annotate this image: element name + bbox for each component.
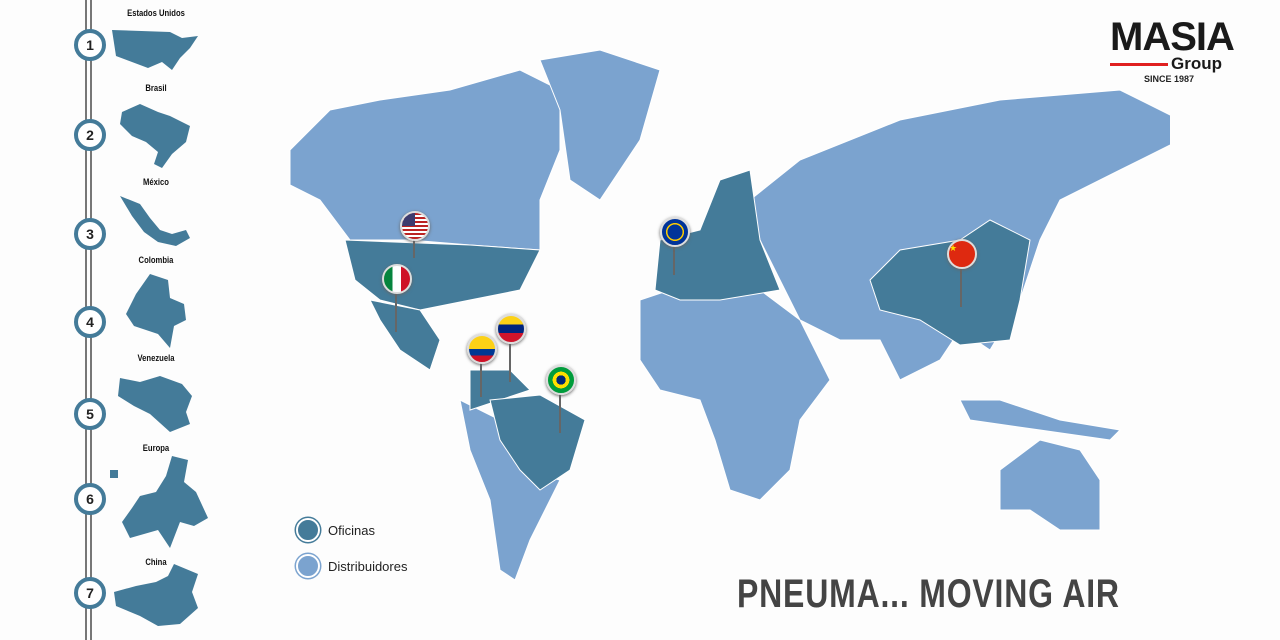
- colombia-flag-pin[interactable]: [467, 334, 497, 364]
- label-china: China: [145, 557, 167, 567]
- legend-oficinas: Oficinas: [296, 518, 375, 542]
- usa-flag-pin[interactable]: [400, 211, 430, 241]
- tagline: PNEUMA... MOVING AIR: [737, 572, 1120, 616]
- step-7: 7: [74, 577, 106, 609]
- china-flag-pin[interactable]: ★: [947, 239, 977, 269]
- logo-since: SINCE 1987: [1144, 74, 1195, 84]
- label-brasil: Brasil: [145, 83, 167, 93]
- label-mexico: México: [143, 177, 169, 187]
- venezuela-flag-pin[interactable]: [496, 314, 526, 344]
- colombia-shape: [126, 274, 186, 348]
- world-map: [289, 49, 1170, 581]
- logo-name: MASIA: [1110, 15, 1235, 59]
- oficinas-label: Oficinas: [328, 522, 375, 538]
- colombia-venezuela-office: [469, 369, 531, 411]
- masia-logo: MASIA Group SINCE 1987: [1110, 15, 1235, 84]
- australia: [999, 439, 1101, 531]
- label-colombia: Colombia: [138, 255, 174, 265]
- brasil-shape: [120, 104, 190, 168]
- mexico-shape: [120, 196, 190, 246]
- step-3: 3: [74, 218, 106, 250]
- step-4: 4: [74, 306, 106, 338]
- europa-shape: [110, 456, 208, 548]
- brazil-flag-pin[interactable]: [546, 365, 576, 395]
- mexico-flag-pin[interactable]: [382, 264, 412, 294]
- step-2: 2: [74, 119, 106, 151]
- step-6: 6: [74, 483, 106, 515]
- venezuela-shape: [118, 376, 192, 432]
- logo-red-bar: [1110, 62, 1168, 66]
- usa-shape: [112, 30, 198, 70]
- distribuidores-swatch: [296, 554, 320, 578]
- label-venezuela: Venezuela: [137, 353, 175, 363]
- step-5: 5: [74, 398, 106, 430]
- greenland: [539, 49, 661, 201]
- distribuidores-label: Distribuidores: [328, 558, 408, 574]
- usa-office: [344, 239, 541, 311]
- label-usa: Estados Unidos: [127, 8, 185, 18]
- oficinas-swatch: [296, 518, 320, 542]
- indonesia: [959, 399, 1122, 441]
- china-shape: [114, 564, 198, 626]
- label-europa: Europa: [142, 443, 170, 453]
- china-office: [869, 219, 1031, 346]
- brazil-office: [489, 394, 586, 491]
- eu-flag-pin[interactable]: [660, 217, 690, 247]
- logo-group: Group: [1171, 54, 1222, 73]
- europe-office: [654, 169, 781, 301]
- north-america-distributors: [289, 69, 561, 251]
- mexico-office: [369, 299, 441, 371]
- africa: [639, 279, 831, 501]
- step-1: 1: [74, 29, 106, 61]
- legend-distribuidores: Distribuidores: [296, 554, 407, 578]
